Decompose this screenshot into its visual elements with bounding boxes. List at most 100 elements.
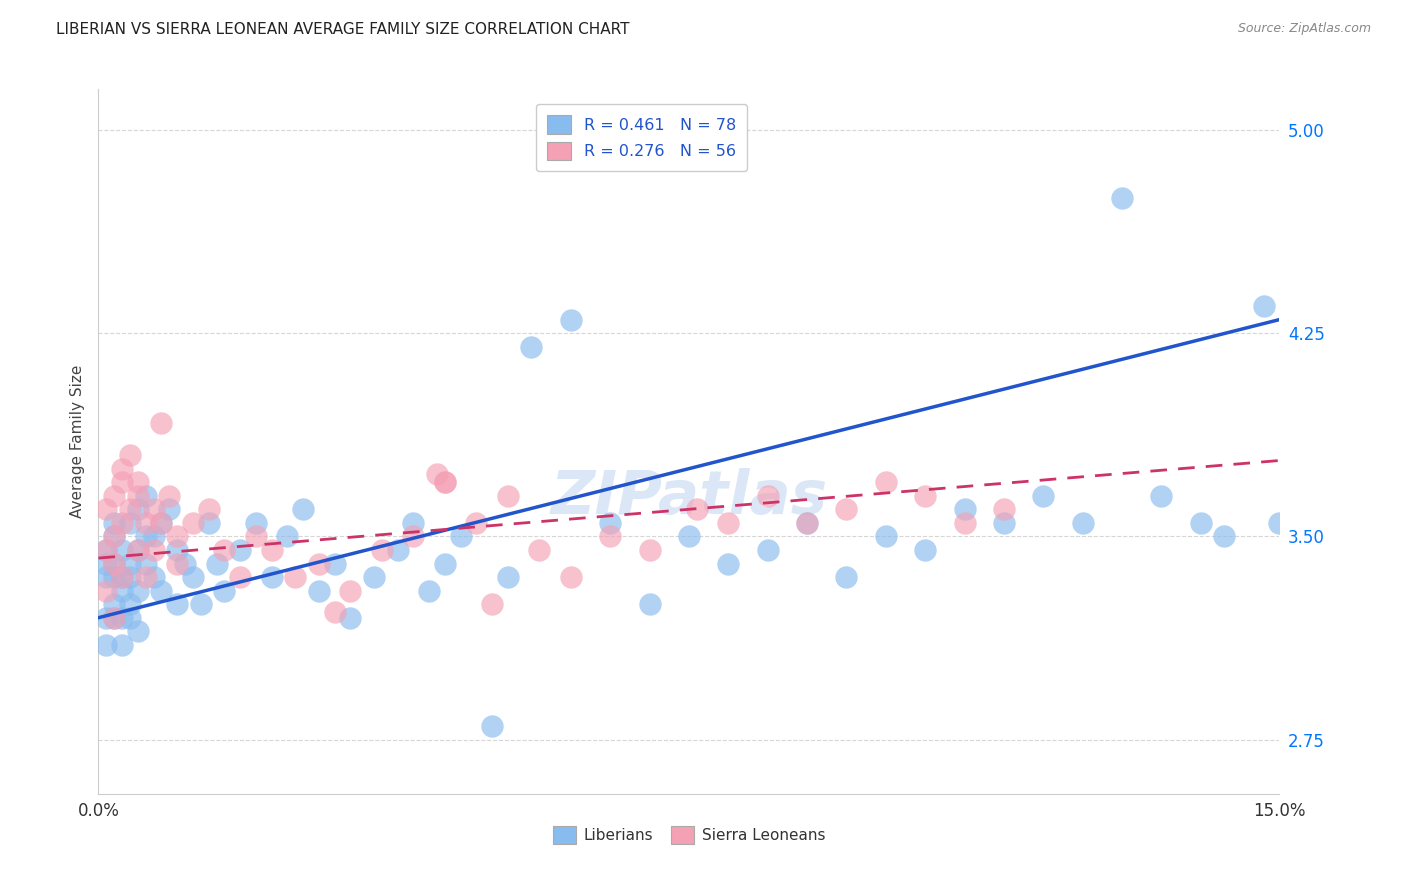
Point bbox=[197, 502, 219, 516]
Text: ZIPatlas: ZIPatlas bbox=[550, 468, 828, 527]
Point bbox=[465, 516, 488, 530]
Point bbox=[111, 461, 134, 475]
Point bbox=[96, 557, 118, 571]
Point bbox=[190, 597, 212, 611]
Point bbox=[914, 489, 936, 503]
Point bbox=[229, 570, 252, 584]
Point bbox=[214, 583, 236, 598]
Point bbox=[875, 475, 897, 490]
Text: LIBERIAN VS SIERRA LEONEAN AVERAGE FAMILY SIZE CORRELATION CHART: LIBERIAN VS SIERRA LEONEAN AVERAGE FAMIL… bbox=[56, 22, 630, 37]
Point bbox=[835, 502, 858, 516]
Point bbox=[111, 570, 134, 584]
Point bbox=[481, 597, 503, 611]
Point bbox=[103, 516, 125, 530]
Point bbox=[127, 624, 149, 639]
Point bbox=[111, 475, 134, 490]
Point bbox=[717, 557, 740, 571]
Point bbox=[450, 529, 472, 543]
Point bbox=[796, 516, 818, 530]
Point bbox=[127, 543, 149, 558]
Point bbox=[96, 570, 118, 584]
Text: Source: ZipAtlas.com: Source: ZipAtlas.com bbox=[1237, 22, 1371, 36]
Point bbox=[387, 543, 409, 558]
Point bbox=[127, 502, 149, 516]
Point bbox=[245, 529, 267, 543]
Point bbox=[157, 489, 180, 503]
Point bbox=[260, 543, 283, 558]
Point bbox=[174, 557, 197, 571]
Point bbox=[308, 557, 330, 571]
Point bbox=[96, 583, 118, 598]
Point bbox=[284, 570, 307, 584]
Point bbox=[363, 570, 385, 584]
Point bbox=[135, 557, 157, 571]
Point bbox=[103, 529, 125, 543]
Point bbox=[103, 611, 125, 625]
Point bbox=[111, 583, 134, 598]
Point bbox=[229, 543, 252, 558]
Point bbox=[402, 516, 425, 530]
Point bbox=[686, 502, 709, 516]
Point bbox=[496, 489, 519, 503]
Point bbox=[142, 529, 165, 543]
Point bbox=[142, 543, 165, 558]
Point bbox=[993, 516, 1015, 530]
Point bbox=[103, 557, 125, 571]
Point bbox=[135, 529, 157, 543]
Point bbox=[339, 583, 361, 598]
Point bbox=[166, 529, 188, 543]
Point bbox=[529, 543, 551, 558]
Point bbox=[953, 516, 976, 530]
Point bbox=[481, 719, 503, 733]
Point bbox=[135, 516, 157, 530]
Point bbox=[1213, 529, 1236, 543]
Point bbox=[127, 543, 149, 558]
Point bbox=[245, 516, 267, 530]
Point bbox=[323, 557, 346, 571]
Point bbox=[1253, 299, 1275, 313]
Point bbox=[103, 529, 125, 543]
Point bbox=[118, 570, 141, 584]
Point bbox=[118, 611, 141, 625]
Point bbox=[118, 516, 141, 530]
Point bbox=[1268, 516, 1291, 530]
Legend: Liberians, Sierra Leoneans: Liberians, Sierra Leoneans bbox=[547, 820, 831, 850]
Point bbox=[157, 502, 180, 516]
Point bbox=[150, 416, 173, 430]
Point bbox=[371, 543, 394, 558]
Point bbox=[181, 516, 204, 530]
Point bbox=[135, 570, 157, 584]
Point bbox=[496, 570, 519, 584]
Point bbox=[638, 543, 661, 558]
Point bbox=[796, 516, 818, 530]
Point bbox=[875, 529, 897, 543]
Point bbox=[756, 489, 779, 503]
Y-axis label: Average Family Size: Average Family Size bbox=[69, 365, 84, 518]
Point bbox=[599, 529, 621, 543]
Point bbox=[111, 570, 134, 584]
Point bbox=[560, 312, 582, 326]
Point bbox=[103, 611, 125, 625]
Point bbox=[433, 557, 456, 571]
Point bbox=[118, 502, 141, 516]
Point bbox=[150, 583, 173, 598]
Point bbox=[111, 611, 134, 625]
Point bbox=[214, 543, 236, 558]
Point bbox=[953, 502, 976, 516]
Point bbox=[111, 543, 134, 558]
Point bbox=[678, 529, 700, 543]
Point bbox=[103, 557, 125, 571]
Point bbox=[599, 516, 621, 530]
Point bbox=[96, 638, 118, 652]
Point bbox=[433, 475, 456, 490]
Point bbox=[103, 489, 125, 503]
Point bbox=[433, 475, 456, 490]
Point bbox=[835, 570, 858, 584]
Point bbox=[150, 516, 173, 530]
Point bbox=[111, 516, 134, 530]
Point bbox=[127, 583, 149, 598]
Point bbox=[308, 583, 330, 598]
Point bbox=[205, 557, 228, 571]
Point bbox=[1150, 489, 1173, 503]
Point bbox=[260, 570, 283, 584]
